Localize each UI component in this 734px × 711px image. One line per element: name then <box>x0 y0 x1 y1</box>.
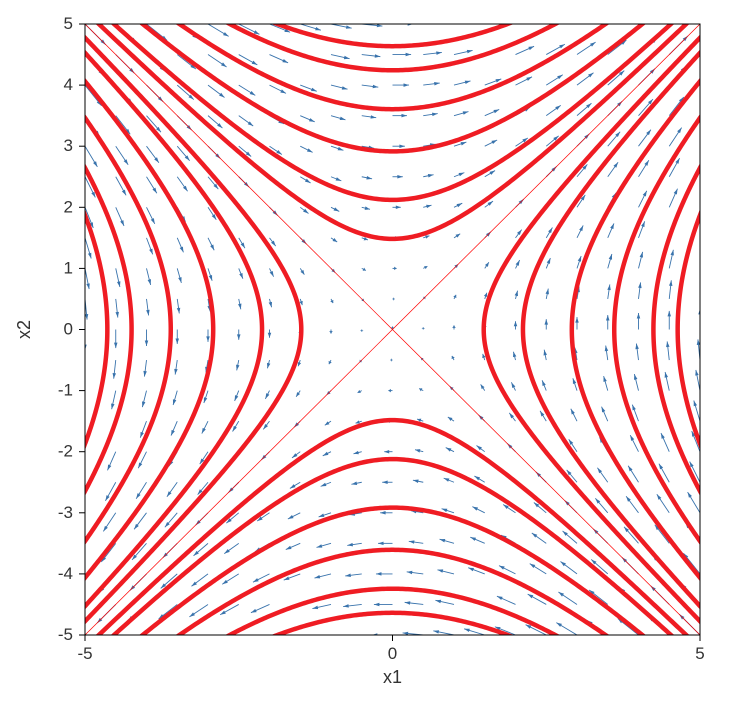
y-tick-label: 0 <box>64 320 73 339</box>
x-axis-label: x1 <box>383 667 402 687</box>
y-tick-label: -4 <box>58 564 73 583</box>
y-tick-label: -2 <box>58 442 73 461</box>
x-tick-label: -5 <box>77 644 92 663</box>
y-tick-label: 4 <box>64 75 73 94</box>
figure-container: -5 0 5 -5 -4 -3 -2 -1 0 1 2 3 4 5 x1 x2 <box>0 0 734 711</box>
y-tick-label: 3 <box>64 136 73 155</box>
y-tick-label: -1 <box>58 381 73 400</box>
y-tick-label: -3 <box>58 503 73 522</box>
y-axis-label: x2 <box>14 320 34 339</box>
y-tick-label: 5 <box>64 14 73 33</box>
x-tick-label: 5 <box>695 644 704 663</box>
y-tick-label: -5 <box>58 625 73 644</box>
y-tick-label: 1 <box>64 258 73 277</box>
x-tick-label: 0 <box>388 644 397 663</box>
phase-portrait-chart: -5 0 5 -5 -4 -3 -2 -1 0 1 2 3 4 5 x1 x2 <box>0 0 734 711</box>
y-tick-label: 2 <box>64 197 73 216</box>
